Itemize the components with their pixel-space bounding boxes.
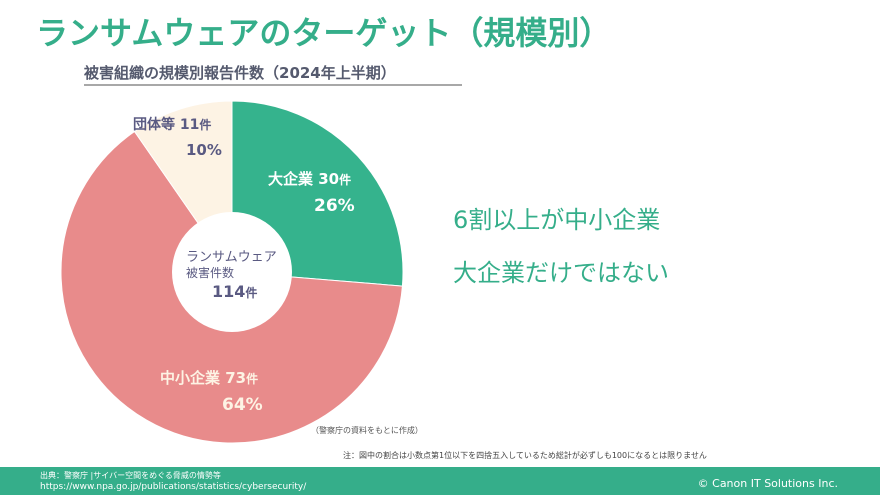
source-note: （警察庁の資料をもとに作成） — [311, 426, 423, 435]
slice-label-large-enterprise: 大企業 30件 — [268, 168, 351, 189]
center-total-value: 114 — [212, 282, 246, 301]
chart-title: 被害組織の規模別報告件数（2024年上半期） — [84, 62, 462, 86]
footnote: 注：図中の割合は小数点第1位以下を四捨五入しているため総計が必ずしも100になる… — [343, 451, 707, 460]
key-message-2: 大企業だけではない — [453, 259, 669, 287]
donut-hole — [172, 212, 292, 332]
page-title: ランサムウェアのターゲット（規模別） — [36, 14, 612, 52]
slice-count: 11 — [179, 117, 200, 133]
slice-unit: 件 — [246, 372, 259, 386]
slice-label-organizations: 団体等 11件 — [133, 114, 211, 134]
footer-bar: 出典：警察庁 |サイバー空間をめぐる脅威の情勢等 https://www.npa… — [0, 467, 880, 495]
copyright: © Canon IT Solutions Inc. — [697, 477, 838, 490]
footer-source: 出典：警察庁 |サイバー空間をめぐる脅威の情勢等 — [40, 471, 221, 480]
slice-unit: 件 — [339, 173, 352, 187]
slice-percent-sme: 64% — [222, 395, 263, 415]
slice-count: 30 — [318, 170, 340, 188]
center-total: 114件 — [212, 282, 257, 301]
slice-percent-large-enterprise: 26% — [314, 196, 355, 216]
slice-percent-organizations: 10% — [186, 141, 222, 159]
slice-name: 中小企業 — [160, 369, 221, 387]
key-message-1: 6割以上が中小企業 — [453, 206, 661, 234]
center-label-line2: 被害件数 — [186, 266, 235, 280]
center-total-unit: 件 — [245, 286, 258, 300]
slice-label-sme: 中小企業 73件 — [160, 367, 258, 388]
slice-unit: 件 — [199, 118, 212, 132]
slice-name: 団体等 — [133, 117, 175, 133]
footer-source-url[interactable]: https://www.npa.go.jp/publications/stati… — [40, 482, 307, 492]
slice-name: 大企業 — [268, 170, 314, 188]
center-label-line1: ランサムウェア — [186, 250, 277, 265]
slice-count: 73 — [225, 369, 247, 387]
